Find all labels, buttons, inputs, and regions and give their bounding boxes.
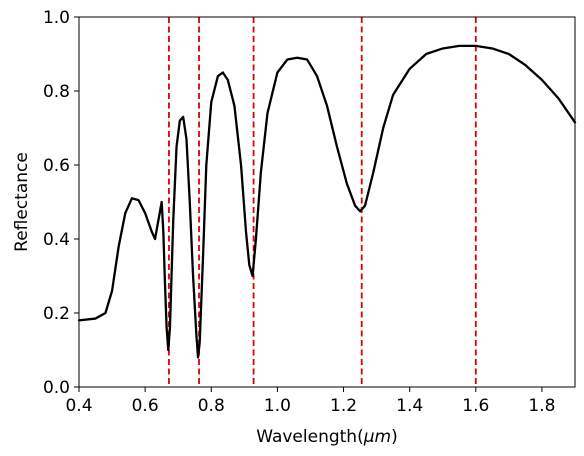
plot-frame (78, 16, 576, 388)
x-tick-label: 0.6 (132, 396, 159, 416)
y-axis-ticks: 0.0 0.2 0.4 0.6 0.8 1.0 (43, 8, 79, 398)
data-series (77, 44, 577, 359)
x-tick-label: 1.8 (528, 396, 555, 416)
y-axis-label: Reflectance (12, 152, 32, 252)
x-tick-label: 1.2 (330, 396, 357, 416)
x-axis-label-unit: μm (363, 427, 391, 447)
reflectance-line (77, 44, 577, 359)
x-tick-label: 1.0 (264, 396, 291, 416)
x-axis-label: Wavelength(μm) (256, 427, 398, 447)
x-axis-ticks: 0.4 0.6 0.8 1.0 1.2 1.4 1.6 1.8 (65, 387, 555, 416)
plot-background (79, 17, 575, 387)
y-tick-label: 0.0 (43, 378, 70, 398)
x-tick-label: 0.8 (198, 396, 225, 416)
y-tick-label: 0.4 (43, 230, 70, 250)
y-tick-label: 0.6 (43, 156, 70, 176)
x-tick-label: 0.4 (65, 396, 92, 416)
x-axis-label-text: Wavelength( (256, 427, 363, 447)
y-tick-label: 0.8 (43, 82, 70, 102)
x-tick-label: 1.6 (462, 396, 489, 416)
x-axis-label-close: ) (391, 427, 398, 447)
y-tick-label: 1.0 (43, 8, 70, 28)
y-tick-label: 0.2 (43, 304, 70, 324)
x-tick-label: 1.4 (396, 396, 423, 416)
